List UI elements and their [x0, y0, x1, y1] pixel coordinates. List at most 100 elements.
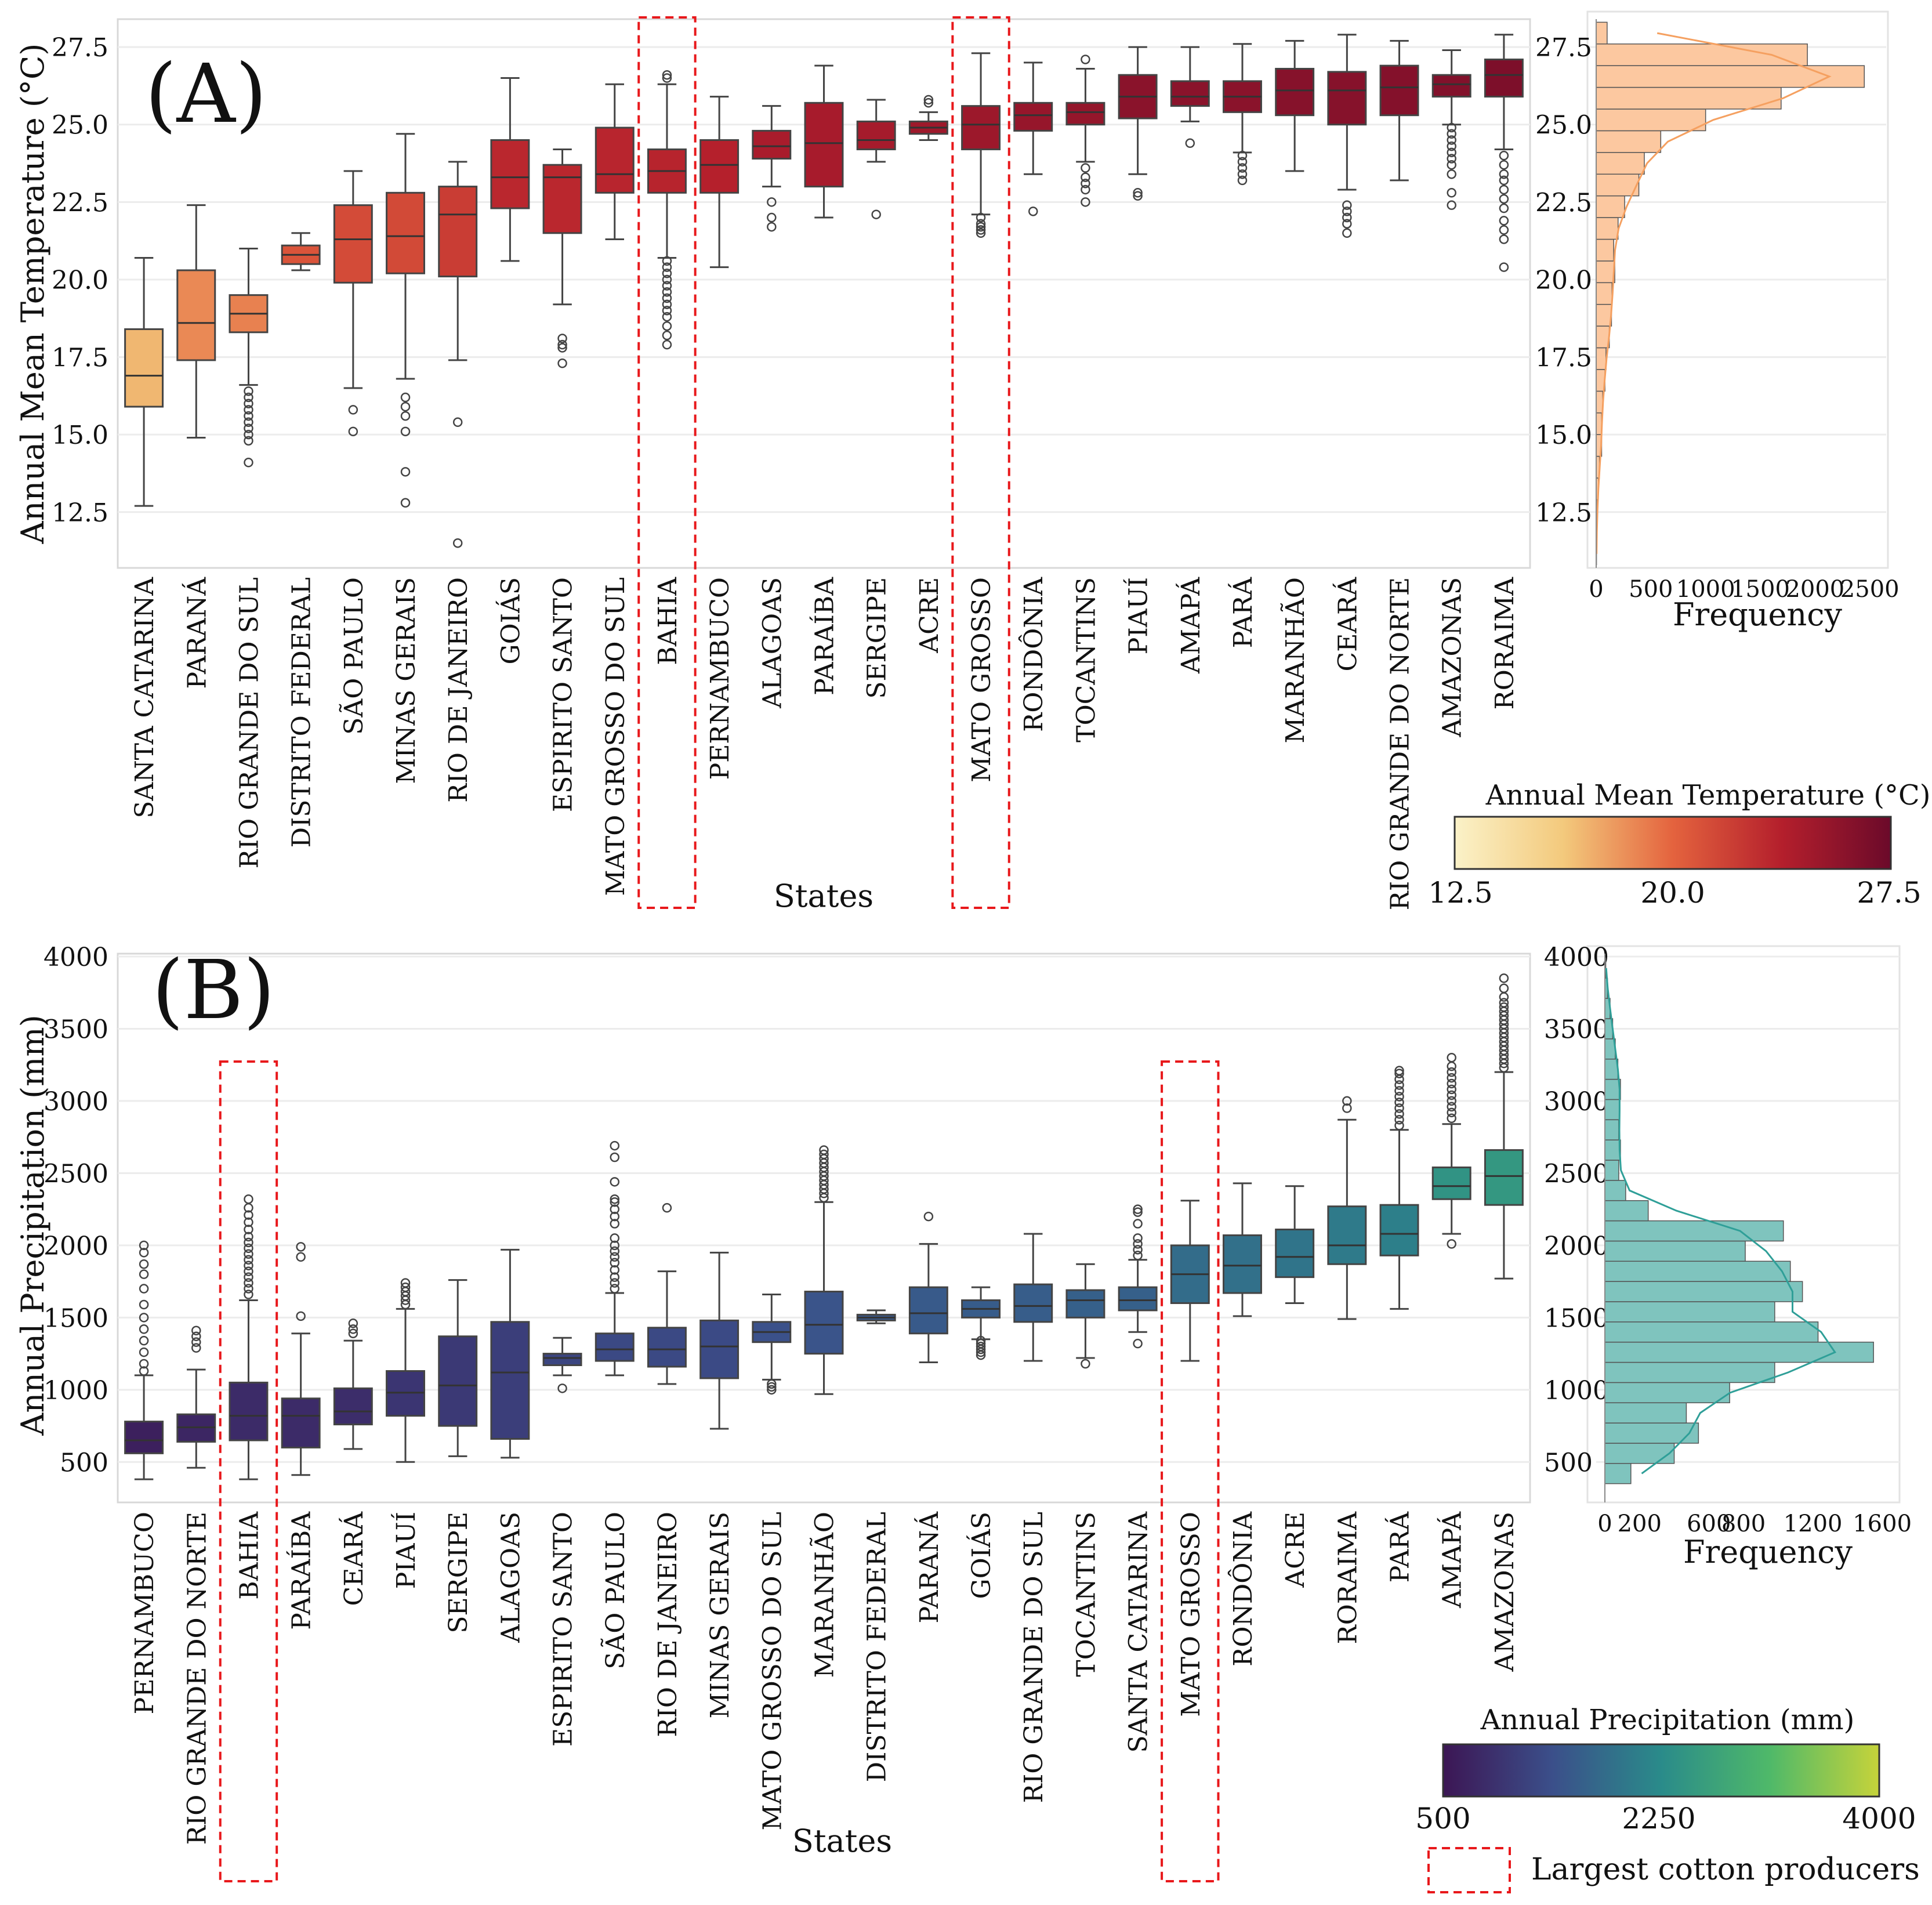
outlier-point	[1394, 1120, 1404, 1131]
outlier-point	[244, 1272, 253, 1282]
histogram-x-tick-label: 1600	[1853, 1511, 1912, 1537]
outlier-point	[662, 339, 672, 350]
box-iqr	[699, 1319, 740, 1379]
box-rio-grande-do-norte	[176, 1325, 216, 1469]
panel-a: 12.5 15.0 17.5 20.0 22.5 25.0 27.5 SANTA CATAR…	[15, 10, 1931, 914]
x-tick-label: DISTRITO FEDERAL	[287, 577, 317, 848]
histogram-bar	[1596, 390, 1604, 414]
histogram-bar	[1604, 1200, 1649, 1222]
outlier-point	[662, 1203, 672, 1213]
x-tick-label: RIO GRANDE DO SUL	[234, 577, 264, 868]
outlier-point	[139, 1284, 149, 1294]
box-iqr	[961, 105, 1001, 150]
box-minas-gerais	[386, 133, 425, 508]
x-tick-label: TOCANTINS	[1071, 577, 1101, 743]
outlier-point	[244, 386, 253, 396]
outlier-point	[1447, 200, 1456, 210]
histogram-y-tick-label: 1000	[1544, 1376, 1609, 1406]
histogram-x-tick-label: 600	[1687, 1511, 1731, 1537]
x-tick-label: RIO GRANDE DO SUL	[1019, 1512, 1049, 1803]
x-tick-label: MATO GROSSO	[967, 577, 996, 783]
outlier-point	[1394, 1069, 1404, 1078]
box-iqr	[281, 1397, 321, 1448]
x-tick-label: BAHIA	[234, 1511, 264, 1600]
panel-b-histogram-x-label: Frequency	[1683, 1534, 1853, 1570]
outlier-point	[662, 70, 672, 80]
outlier-point	[244, 1225, 253, 1234]
outlier-point	[767, 212, 777, 223]
outlier-point	[1342, 1096, 1352, 1106]
outlier-point	[557, 358, 567, 368]
outlier-point	[610, 1194, 620, 1204]
y-tick-label: 27.5	[52, 33, 108, 63]
outlier-point	[662, 262, 672, 272]
outlier-point	[767, 1379, 777, 1389]
outlier-point	[1081, 163, 1090, 173]
outlier-point	[976, 1341, 986, 1352]
outlier-point	[1342, 200, 1352, 210]
box-iqr	[908, 1286, 948, 1335]
outlier-point	[1447, 147, 1456, 158]
panel-b-y-ticks: 500 1000 1500 2000 2500 3000 3500 4000	[44, 943, 108, 1477]
histogram-x-tick-label: 0	[1597, 1511, 1612, 1537]
box-amazonas	[1484, 973, 1524, 1280]
box-ceará	[333, 1319, 373, 1450]
outlier-point	[139, 1366, 149, 1376]
panel-a-y-axis-label: Annual Mean Temperature (°C)	[15, 44, 51, 545]
outlier-point	[610, 1177, 620, 1187]
panel-a-colorbar-label: Annual Mean Temperature (°C)	[1485, 779, 1931, 812]
histogram-bar	[1596, 130, 1662, 153]
y-tick-label: 4000	[44, 943, 108, 972]
outlier-point	[662, 256, 672, 266]
outlier-point	[610, 1219, 620, 1229]
box-paraná	[176, 204, 216, 439]
outlier-point	[1237, 157, 1248, 167]
outlier-point	[1237, 169, 1248, 179]
outlier-point	[976, 1338, 986, 1349]
box-iqr	[595, 126, 635, 194]
panel-a-highlights	[637, 16, 1010, 909]
histogram-x-tick-label: 1500	[1731, 576, 1790, 603]
outlier-point	[348, 426, 358, 437]
outlier-point	[1447, 1096, 1456, 1106]
box-iqr	[1327, 1205, 1367, 1265]
panel-b-y-axis-label: Annual Precipitation (mm)	[15, 1015, 51, 1436]
outlier-point	[348, 1324, 358, 1334]
outlier-point	[1499, 175, 1509, 186]
histogram-kde-curve	[1605, 968, 1836, 1475]
histogram-y-tick-label: 4000	[1544, 943, 1609, 972]
box-iqr	[1275, 1228, 1315, 1279]
box-mato-grosso-do-sul	[595, 83, 635, 240]
outlier-point	[1447, 1084, 1456, 1095]
outlier-point	[400, 1278, 411, 1288]
x-tick-label: PARÁ	[1227, 577, 1258, 648]
box-iqr	[229, 1381, 269, 1442]
histogram-bar	[1604, 1361, 1775, 1384]
outlier-point	[1499, 225, 1509, 235]
histogram-bar	[1604, 1443, 1675, 1464]
outlier-point	[662, 306, 672, 316]
x-tick-label: PARAÍBA	[286, 1511, 317, 1630]
outlier-point	[1499, 998, 1509, 1008]
x-tick-label: SERGIPE	[444, 1512, 473, 1634]
panel-a-x-axis-label: States	[774, 878, 873, 914]
histogram-bar	[1604, 1261, 1791, 1282]
x-tick-label: SÃO PAULO	[338, 577, 369, 735]
panel-b-colorbar: Annual Precipitation (mm) 500 2250 4000	[1415, 1704, 1916, 1835]
histogram-kde-curve	[1596, 32, 1832, 554]
box-iqr	[1275, 68, 1315, 117]
histogram-bar	[1604, 1099, 1621, 1121]
histogram-y-tick-label: 3500	[1544, 1015, 1609, 1044]
outlier-point	[662, 321, 672, 331]
outlier-point	[452, 417, 463, 428]
outlier-point	[1133, 1239, 1143, 1249]
outlier-point	[557, 339, 567, 350]
histogram-y-tick-label: 500	[1544, 1448, 1593, 1477]
outlier-point	[1133, 191, 1143, 201]
outlier-point	[1133, 1251, 1143, 1261]
outlier-point	[296, 1252, 306, 1262]
outlier-point	[1447, 188, 1456, 198]
highlight-mato-grosso	[1161, 1060, 1220, 1882]
